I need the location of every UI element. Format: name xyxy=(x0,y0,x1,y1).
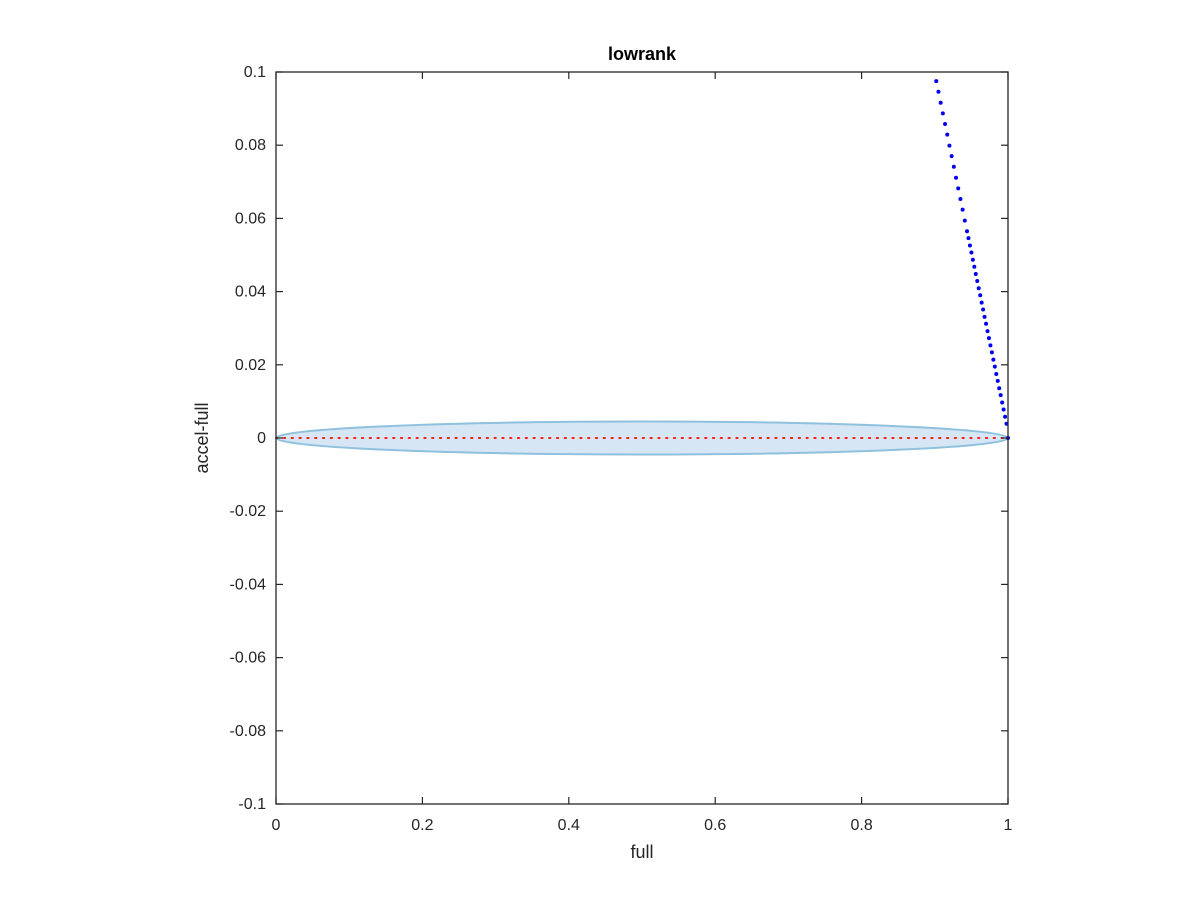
scatter-point xyxy=(962,218,967,223)
scatter-point xyxy=(934,79,939,84)
scatter-point xyxy=(936,89,941,94)
y-tick-label: -0.1 xyxy=(238,796,266,813)
scatter-point xyxy=(989,350,994,355)
scatter-point xyxy=(970,257,975,262)
scatter-point xyxy=(969,250,974,255)
scatter-point xyxy=(972,264,977,269)
scatter-point xyxy=(978,293,983,298)
y-tick-label: 0.04 xyxy=(235,284,266,301)
scatter-point xyxy=(947,143,952,148)
y-axis-title: accel-full xyxy=(192,402,212,473)
x-tick-label: 0 xyxy=(272,817,281,834)
scatter-point xyxy=(940,111,945,116)
scatter-points-layer xyxy=(934,79,1010,440)
x-ticks: 0 0.2 0.4 0.6 0.8 1 xyxy=(272,72,1013,834)
scatter-point xyxy=(985,329,990,334)
y-tick-label: 0 xyxy=(257,430,266,447)
chart-title: lowrank xyxy=(608,44,677,64)
x-tick-label: 0.2 xyxy=(411,817,433,834)
scatter-point xyxy=(984,321,989,326)
scatter-point xyxy=(1003,414,1008,419)
scatter-point xyxy=(991,357,996,362)
y-tick-label: -0.02 xyxy=(230,503,267,520)
scatter-point xyxy=(949,154,954,159)
y-tick-label: 0.06 xyxy=(235,210,266,227)
scatter-point xyxy=(943,121,948,126)
scatter-point xyxy=(973,272,978,277)
scatter-point xyxy=(945,132,950,137)
scatter-point xyxy=(982,314,987,319)
scatter-point xyxy=(981,307,986,312)
scatter-point xyxy=(976,286,981,291)
x-axis-title: full xyxy=(630,842,653,862)
scatter-point xyxy=(994,371,999,376)
y-tick-label: -0.06 xyxy=(230,650,267,667)
scatter-point xyxy=(960,207,965,212)
scatter-point xyxy=(998,393,1003,398)
scatter-point xyxy=(954,175,959,180)
scatter-point xyxy=(975,278,980,283)
y-tick-label: 0.02 xyxy=(235,357,266,374)
scatter-point xyxy=(966,236,971,241)
scatter-point xyxy=(938,100,943,105)
scatter-point xyxy=(965,229,970,234)
y-tick-label: 0.1 xyxy=(244,64,266,81)
scatter-point xyxy=(995,378,1000,383)
scatter-point xyxy=(967,243,972,248)
x-tick-label: 0.8 xyxy=(850,817,872,834)
y-tick-label: -0.04 xyxy=(230,576,267,593)
scatter-point xyxy=(979,300,984,305)
y-tick-label: -0.08 xyxy=(230,723,267,740)
y-ticks: -0.1 -0.08 -0.06 -0.04 -0.02 0 0.02 0.04 0.06 0.0… xyxy=(230,64,1008,813)
scatter-point xyxy=(1000,400,1005,405)
y-tick-label: 0.08 xyxy=(235,137,266,154)
x-tick-label: 0.4 xyxy=(558,817,580,834)
x-tick-label: 1 xyxy=(1004,817,1013,834)
scatter-point xyxy=(958,197,963,202)
x-tick-label: 0.6 xyxy=(704,817,726,834)
scatter-point xyxy=(992,364,997,369)
scatter-point xyxy=(997,386,1002,391)
scatter-point xyxy=(986,336,991,341)
scatter-point xyxy=(956,186,961,191)
scatter-point xyxy=(988,343,993,348)
scatter-point xyxy=(951,164,956,169)
scatter-point xyxy=(1001,407,1006,412)
